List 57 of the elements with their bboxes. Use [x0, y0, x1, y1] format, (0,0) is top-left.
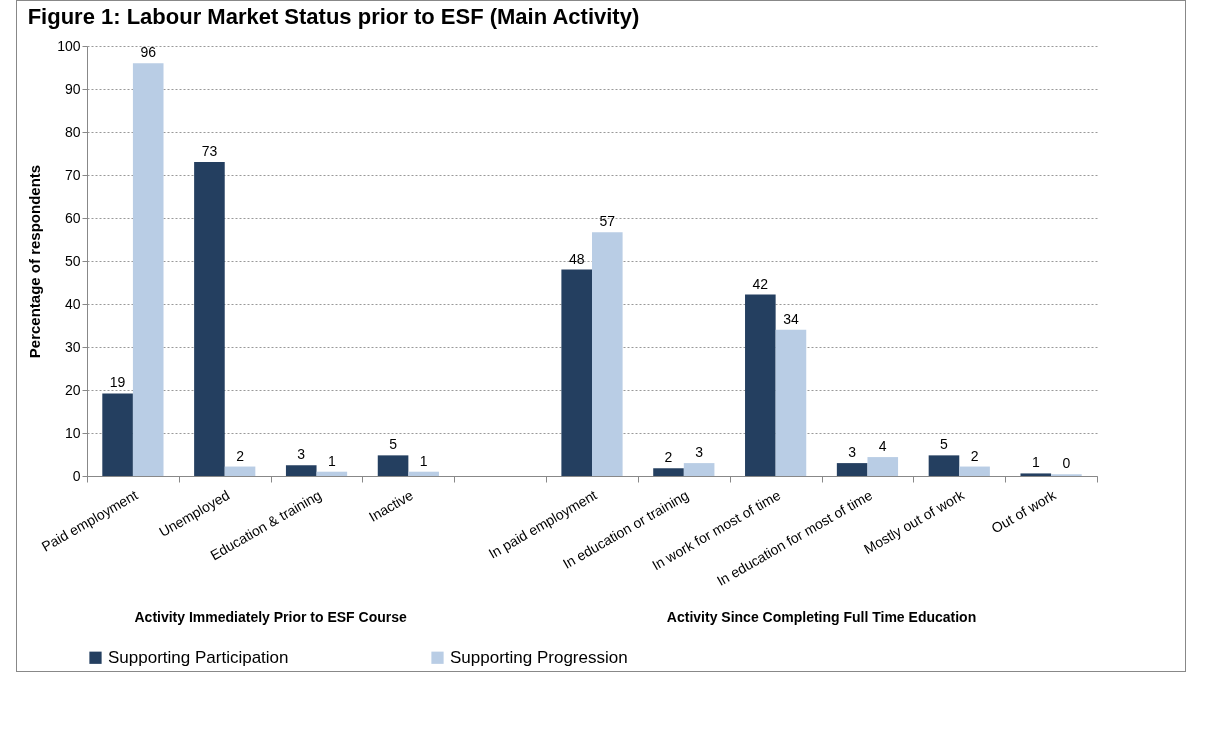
bar: [132, 63, 164, 476]
legend-label: Supporting Participation: [108, 647, 289, 667]
y-tick-label: 90: [64, 80, 81, 97]
data-label: 3: [695, 444, 704, 461]
data-label: 19: [109, 374, 126, 391]
data-label: 2: [970, 447, 979, 464]
y-axis-title: Percentage of respondents: [26, 164, 44, 359]
y-tick-label: 20: [64, 381, 81, 398]
bar: [224, 466, 256, 476]
y-tick-label: 10: [64, 424, 81, 441]
chart-title: Figure 1: Labour Market Status prior to ESF (Main Activity): [27, 4, 640, 29]
data-label: 1: [1031, 454, 1040, 471]
bar: [775, 329, 807, 476]
data-label: 5: [389, 436, 398, 453]
data-label: 42: [752, 275, 769, 292]
data-label: 1: [419, 452, 428, 469]
bar: [653, 468, 684, 476]
bar: [745, 294, 776, 476]
y-tick-label: 0: [72, 467, 81, 484]
text: Activity Since Completing Full Time Education: [666, 609, 977, 625]
y-tick-label: 50: [64, 252, 81, 269]
y-tick-label: 100: [57, 37, 81, 54]
data-label: 4: [878, 438, 887, 455]
y-tick-label: 80: [64, 123, 81, 140]
data-label: 96: [140, 44, 157, 61]
data-label: 2: [664, 449, 673, 466]
bar: [377, 455, 409, 476]
bar: [1020, 473, 1052, 476]
data-label: 73: [201, 143, 218, 160]
data-label: 3: [297, 446, 306, 463]
data-label: 5: [940, 436, 949, 453]
data-label: 57: [599, 213, 616, 230]
data-label: 1: [327, 452, 336, 469]
bar: [285, 465, 317, 476]
bar: [408, 471, 439, 476]
y-tick-label: 70: [64, 166, 81, 183]
bar: [867, 457, 899, 476]
text: Activity Immediately Prior to ESF Course: [134, 609, 407, 625]
bar: [959, 466, 990, 476]
bar: [683, 463, 715, 476]
data-label: 0: [1062, 455, 1071, 472]
bar: [102, 393, 133, 476]
x-tick-label: Out of work: [988, 486, 1060, 537]
bar: [561, 269, 592, 476]
bar: [316, 471, 348, 476]
y-tick-label: 60: [64, 209, 81, 226]
bar: [194, 162, 225, 476]
y-tick-label: 30: [64, 338, 81, 355]
data-label: 2: [236, 447, 245, 464]
bar: [928, 455, 960, 476]
bar: [592, 232, 623, 476]
legend-label: Supporting Progression: [450, 647, 628, 667]
y-tick-label: 40: [64, 295, 81, 312]
data-label: 48: [568, 250, 585, 267]
data-label: 34: [783, 310, 799, 327]
data-label: 3: [848, 444, 857, 461]
bar: [836, 463, 868, 476]
